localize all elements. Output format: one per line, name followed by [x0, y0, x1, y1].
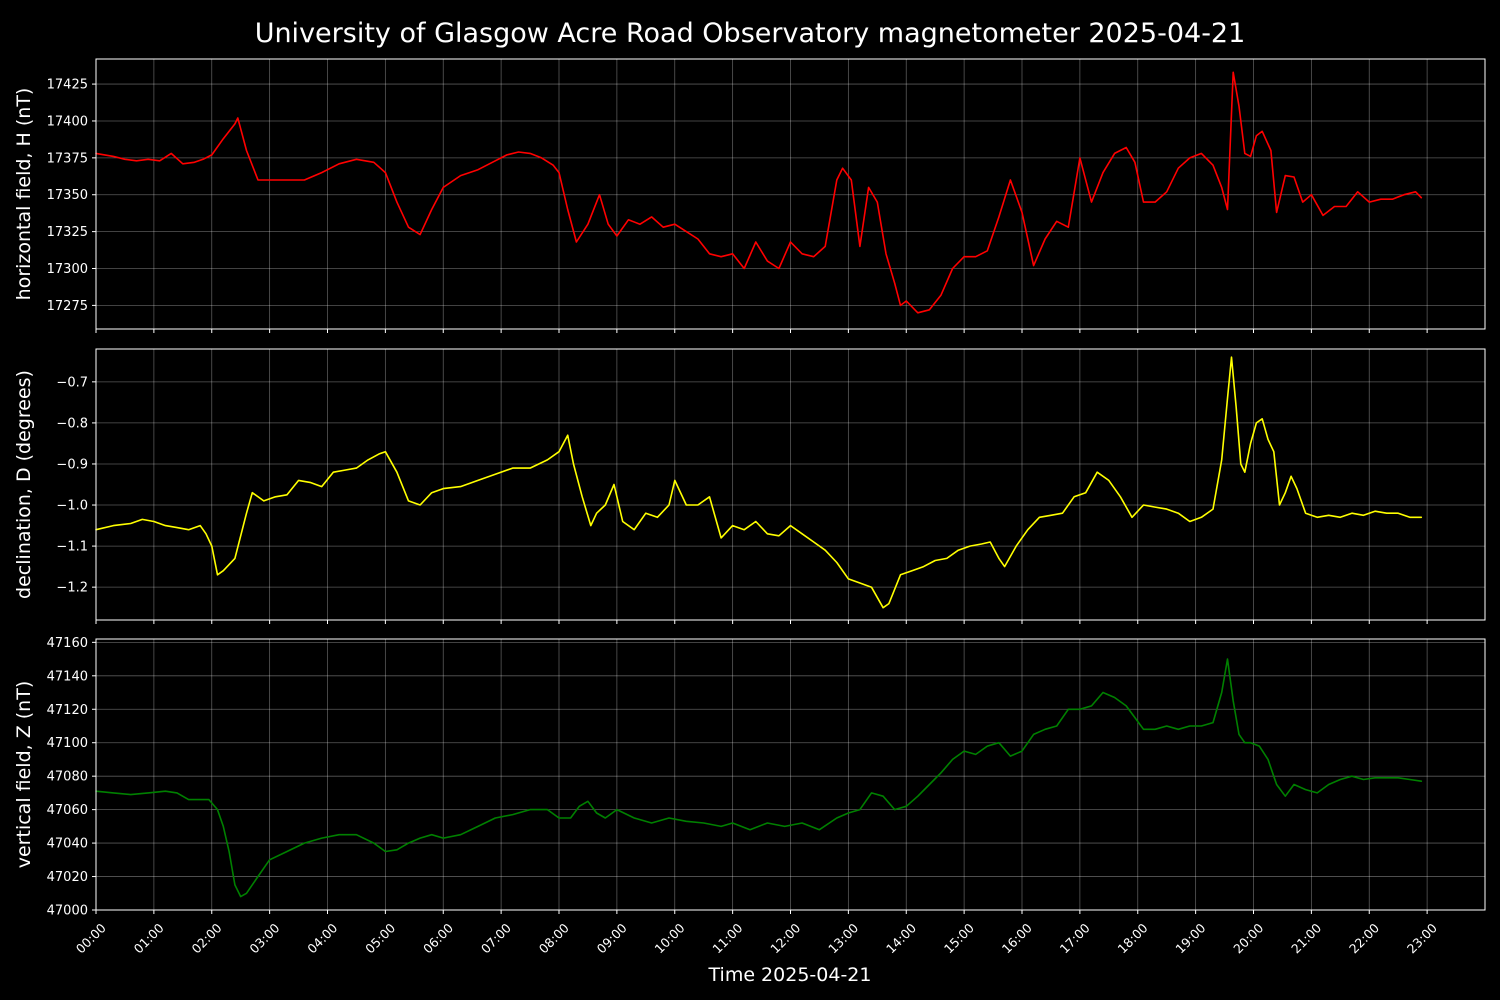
z-ytick-label: 47120	[47, 703, 88, 718]
d-ytick-label: −1.2	[56, 581, 88, 596]
z-ytick-label: 47020	[47, 870, 88, 885]
h-ytick-label: 17325	[47, 225, 88, 240]
h-series-line	[95, 71, 1423, 314]
h-ytick-label: 17400	[47, 114, 88, 129]
figure-title: University of Glasgow Acre Road Observat…	[255, 18, 1246, 49]
z-ytick-label: 47040	[47, 837, 88, 852]
d-series-line	[95, 356, 1423, 609]
h-plot-frame	[95, 58, 1486, 330]
z-y-axis-label: vertical field, Z (nT)	[13, 681, 35, 869]
d-ytick-label: −0.7	[56, 375, 88, 390]
d-ytick-label: −0.9	[56, 457, 88, 472]
z-series-line	[95, 658, 1423, 898]
h-panel: 17275 17300 17325 17350 17375 17400 17425 horiz…	[13, 58, 1486, 333]
z-ytick-label: 47000	[47, 904, 88, 919]
z-ytick-label: 47100	[47, 736, 88, 751]
d-ytick-label: −0.8	[56, 416, 88, 431]
h-y-axis-label: horizontal field, H (nT)	[13, 88, 35, 301]
z-ytick-label: 47080	[47, 770, 88, 785]
z-plot-frame	[95, 638, 1486, 911]
h-ytick-label: 17275	[47, 299, 88, 314]
d-ytick-label: −1.1	[56, 540, 88, 555]
h-ytick-label: 17350	[47, 188, 88, 203]
x-axis-label: Time 2025-04-21	[708, 964, 872, 986]
h-ytick-label: 17375	[47, 151, 88, 166]
h-ytick-label: 17425	[47, 78, 88, 93]
d-y-axis-label: declination, D (degrees)	[13, 370, 35, 599]
z-ytick-label: 47160	[47, 636, 88, 651]
d-plot-frame	[95, 348, 1486, 621]
d-panel: −1.2 −1.1 −1.0 −0.9 −0.8 −0.7 declination, D (…	[13, 348, 1486, 624]
z-ytick-label: 47140	[47, 669, 88, 684]
h-ytick-label: 17300	[47, 262, 88, 277]
z-ytick-label: 47060	[47, 803, 88, 818]
d-ytick-label: −1.0	[56, 499, 88, 514]
